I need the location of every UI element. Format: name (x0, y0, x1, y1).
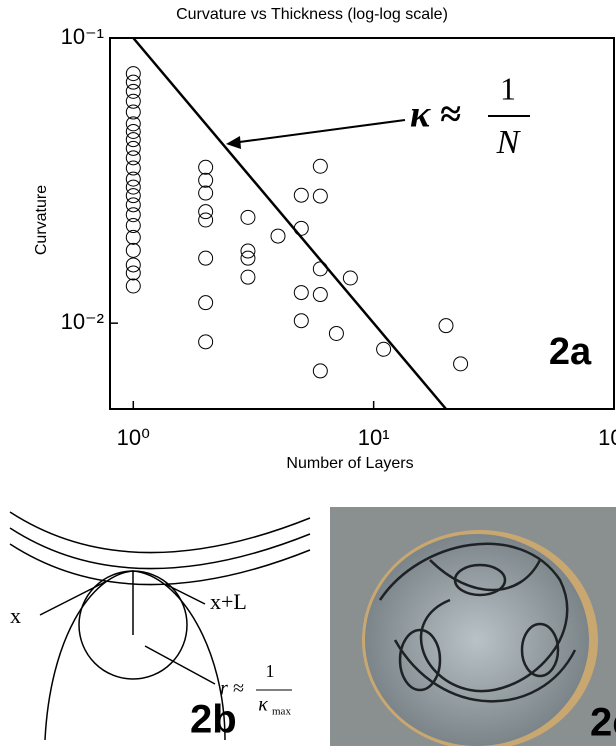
annotation-lhs: κ ≈ (410, 94, 461, 136)
annotation-numerator: 1 (500, 70, 516, 106)
data-point (377, 342, 391, 356)
y-axis-label: Curvature (33, 185, 50, 255)
data-point (313, 189, 327, 203)
data-point (294, 188, 308, 202)
x-tick-label: 10⁰ (117, 425, 150, 450)
data-point (199, 205, 213, 219)
data-point (294, 286, 308, 300)
photo (330, 507, 616, 746)
r-numerator: 1 (266, 661, 275, 681)
data-point (126, 258, 140, 272)
fit-line (133, 38, 446, 409)
x-tick-label: 10¹ (358, 425, 390, 450)
data-point (199, 173, 213, 187)
panel-label: 2a (549, 331, 592, 373)
data-point (199, 251, 213, 265)
data-point (199, 160, 213, 174)
data-point (241, 270, 255, 284)
r-denominator: κ (258, 694, 268, 716)
x-tick-label: 10² (598, 425, 616, 450)
data-point (199, 186, 213, 200)
data-point (439, 319, 453, 333)
data-point (126, 172, 140, 186)
data-point (241, 210, 255, 224)
data-point (126, 266, 140, 280)
data-point (126, 125, 140, 139)
x-plus-l-label: x+L (210, 589, 247, 614)
data-point (199, 296, 213, 310)
chart-title: Curvature vs Thickness (log-log scale) (176, 6, 448, 23)
data-point (126, 133, 140, 147)
data-point (343, 271, 357, 285)
data-point (271, 229, 285, 243)
annotation-denominator: N (496, 124, 522, 161)
data-point (294, 314, 308, 328)
data-point (313, 288, 327, 302)
data-point (454, 357, 468, 371)
data-point (199, 335, 213, 349)
data-point (126, 243, 140, 257)
arrow-head (226, 136, 241, 149)
y-tick-label: 10⁻¹ (61, 24, 104, 49)
data-point (126, 67, 140, 81)
panel-c-label: 2c (590, 701, 616, 745)
data-point (126, 279, 140, 293)
data-point (126, 161, 140, 175)
data-point (199, 213, 213, 227)
data-point (313, 364, 327, 378)
x-label: x (10, 603, 21, 628)
plot-frame (110, 38, 614, 409)
annotation-arrow (232, 120, 405, 143)
r-subscript: max (272, 706, 291, 718)
r-label: r ≈ (220, 678, 244, 700)
data-point (313, 159, 327, 173)
plot-area (110, 38, 614, 409)
x-axis-label: Number of Layers (286, 455, 413, 472)
data-point (126, 94, 140, 108)
panel-b-label: 2b (190, 698, 237, 742)
data-point (126, 180, 140, 194)
y-tick-label: 10⁻² (61, 309, 104, 334)
figure: Curvature vs Thickness (log-log scale) C… (0, 0, 616, 746)
data-point (126, 208, 140, 222)
data-point (329, 326, 343, 340)
